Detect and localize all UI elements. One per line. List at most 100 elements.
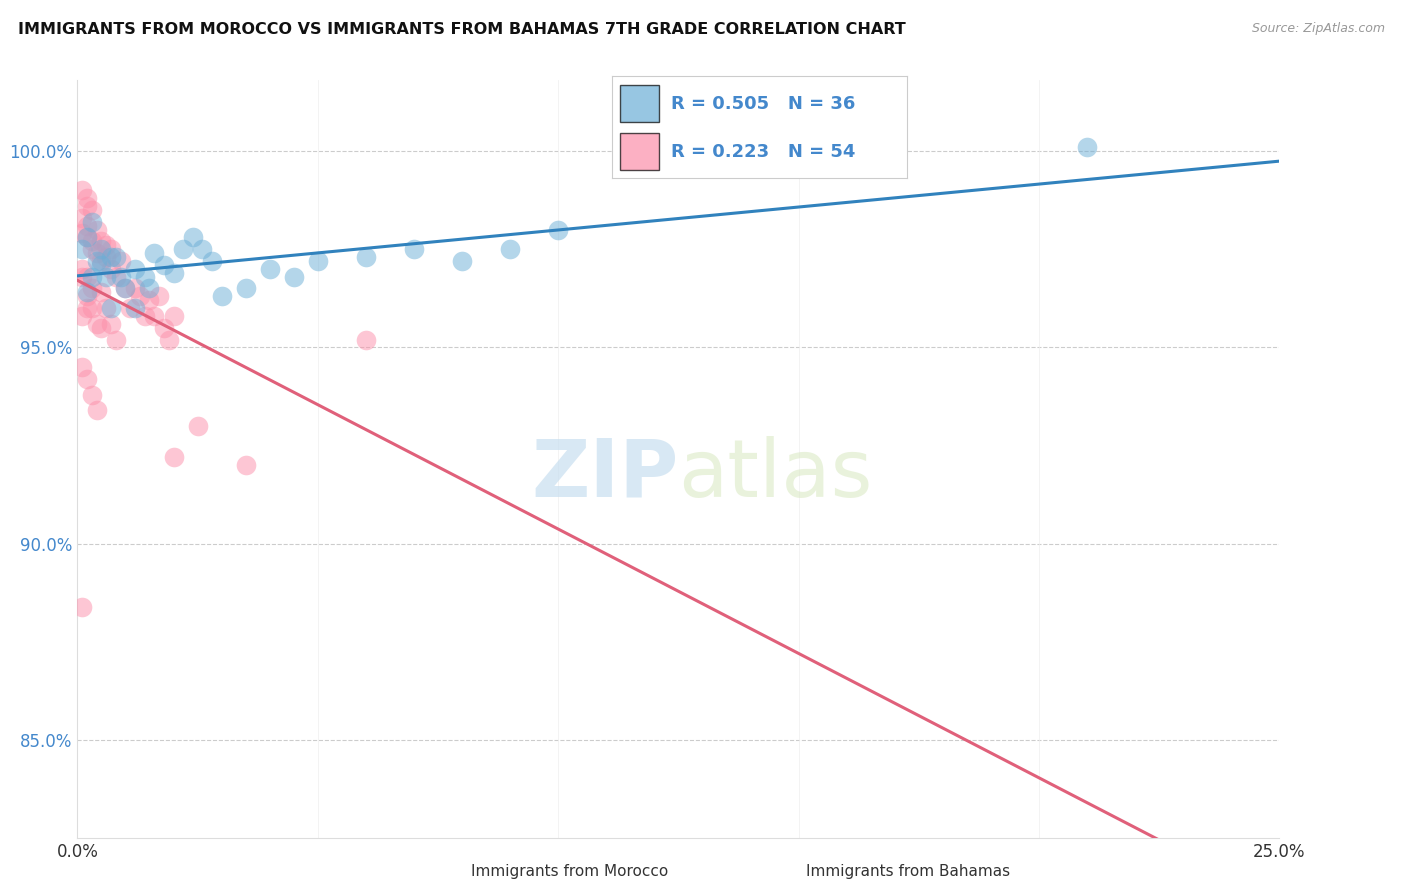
Point bbox=[96, 269, 118, 284]
Point bbox=[138, 293, 160, 308]
Point bbox=[172, 242, 194, 256]
Point bbox=[235, 458, 257, 473]
FancyBboxPatch shape bbox=[620, 133, 659, 170]
Point bbox=[86, 254, 108, 268]
Point bbox=[86, 222, 108, 236]
Point bbox=[90, 254, 112, 268]
Point bbox=[283, 269, 305, 284]
Point bbox=[128, 289, 150, 303]
Point bbox=[90, 235, 112, 249]
Point bbox=[76, 230, 98, 244]
Point bbox=[80, 387, 103, 401]
Point bbox=[76, 199, 98, 213]
Point bbox=[157, 333, 180, 347]
Point bbox=[162, 450, 184, 465]
Point bbox=[153, 258, 176, 272]
Point bbox=[104, 250, 127, 264]
Point bbox=[547, 222, 569, 236]
Text: Source: ZipAtlas.com: Source: ZipAtlas.com bbox=[1251, 22, 1385, 36]
Point bbox=[70, 261, 93, 276]
Point bbox=[181, 230, 204, 244]
Point bbox=[100, 317, 122, 331]
Point bbox=[96, 250, 118, 264]
Point bbox=[80, 269, 103, 284]
Point bbox=[120, 301, 142, 315]
Point bbox=[162, 309, 184, 323]
Point bbox=[100, 301, 122, 315]
Point bbox=[354, 250, 377, 264]
Point bbox=[451, 254, 474, 268]
Point bbox=[186, 419, 209, 434]
Text: Immigrants from Bahamas: Immigrants from Bahamas bbox=[806, 864, 1010, 879]
Point bbox=[70, 227, 93, 241]
Point bbox=[162, 266, 184, 280]
Point bbox=[191, 242, 214, 256]
Point bbox=[134, 309, 156, 323]
Point bbox=[114, 281, 136, 295]
Point bbox=[354, 333, 377, 347]
Point bbox=[80, 202, 103, 217]
Point bbox=[259, 261, 281, 276]
Point bbox=[134, 269, 156, 284]
Point bbox=[76, 285, 98, 300]
Point bbox=[70, 309, 93, 323]
Point bbox=[100, 250, 122, 264]
Point bbox=[76, 219, 98, 233]
Text: IMMIGRANTS FROM MOROCCO VS IMMIGRANTS FROM BAHAMAS 7TH GRADE CORRELATION CHART: IMMIGRANTS FROM MOROCCO VS IMMIGRANTS FR… bbox=[18, 22, 905, 37]
Text: atlas: atlas bbox=[679, 435, 873, 514]
Point bbox=[104, 269, 127, 284]
Text: Immigrants from Morocco: Immigrants from Morocco bbox=[471, 864, 668, 879]
Point bbox=[86, 246, 108, 260]
Point bbox=[138, 281, 160, 295]
Point bbox=[104, 333, 127, 347]
Point bbox=[110, 269, 132, 284]
Point bbox=[96, 238, 118, 252]
Point bbox=[90, 285, 112, 300]
Point bbox=[80, 301, 103, 315]
Point bbox=[80, 215, 103, 229]
Point bbox=[124, 301, 146, 315]
Point bbox=[86, 403, 108, 417]
Point bbox=[100, 261, 122, 276]
Point bbox=[201, 254, 224, 268]
Point bbox=[148, 289, 170, 303]
Point bbox=[499, 242, 522, 256]
Point bbox=[80, 235, 103, 249]
Point bbox=[124, 281, 146, 295]
FancyBboxPatch shape bbox=[620, 85, 659, 122]
Point bbox=[124, 261, 146, 276]
Point bbox=[153, 320, 176, 334]
Point bbox=[76, 230, 98, 244]
Point bbox=[76, 372, 98, 386]
Point bbox=[235, 281, 257, 295]
Point bbox=[70, 211, 93, 225]
Point bbox=[402, 242, 425, 256]
Point bbox=[80, 242, 103, 256]
Point bbox=[70, 599, 93, 614]
Point bbox=[100, 242, 122, 256]
Point bbox=[70, 360, 93, 375]
Point bbox=[70, 269, 93, 284]
Point bbox=[143, 246, 166, 260]
Point bbox=[90, 258, 112, 272]
Point bbox=[114, 281, 136, 295]
Text: ZIP: ZIP bbox=[531, 435, 679, 514]
Point bbox=[70, 183, 93, 197]
Text: R = 0.223   N = 54: R = 0.223 N = 54 bbox=[671, 143, 855, 161]
Point bbox=[76, 301, 98, 315]
Point bbox=[96, 301, 118, 315]
Point bbox=[143, 309, 166, 323]
Point bbox=[1076, 140, 1098, 154]
Point bbox=[76, 191, 98, 205]
Text: R = 0.505   N = 36: R = 0.505 N = 36 bbox=[671, 95, 855, 112]
Point bbox=[90, 320, 112, 334]
Point bbox=[70, 242, 93, 256]
Point bbox=[80, 281, 103, 295]
Point bbox=[90, 242, 112, 256]
Point bbox=[76, 289, 98, 303]
Point bbox=[110, 254, 132, 268]
Point bbox=[211, 289, 233, 303]
Point bbox=[86, 317, 108, 331]
Point bbox=[76, 269, 98, 284]
Point bbox=[307, 254, 329, 268]
